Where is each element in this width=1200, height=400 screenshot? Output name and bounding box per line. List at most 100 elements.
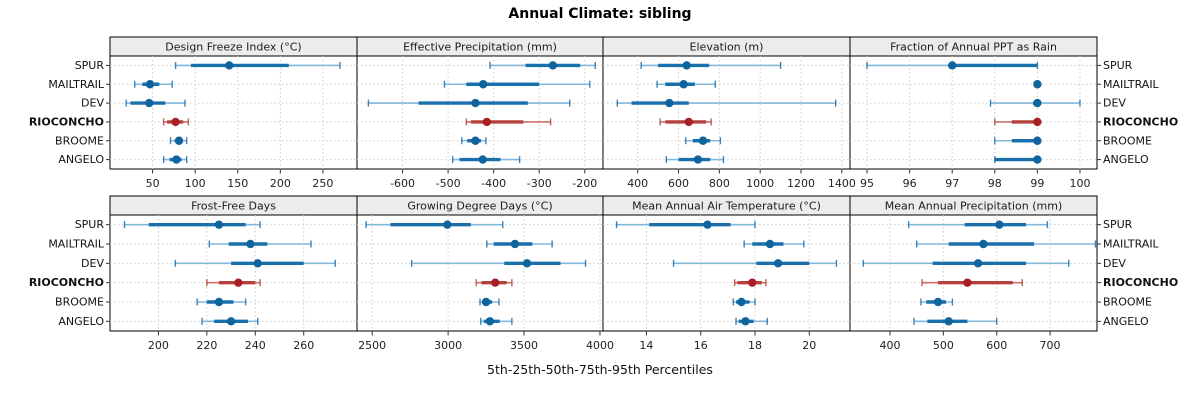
median-dot <box>246 239 255 249</box>
panel-header-title: Design Freeze Index (°C) <box>165 41 301 54</box>
row-label-right: MAILTRAIL <box>1103 78 1160 91</box>
x-tick-label: 100 <box>185 177 206 190</box>
percentile-caption: 5th-25th-50th-75th-95th Percentiles <box>487 362 713 377</box>
row-label-right: BROOME <box>1103 134 1152 147</box>
panel <box>602 214 851 332</box>
row-label-left: MAILTRAIL <box>48 78 105 91</box>
panel-header-title: Frost-Free Days <box>191 200 276 213</box>
x-tick-label: 95 <box>860 177 874 190</box>
median-dot <box>510 239 520 249</box>
x-tick-label: 18 <box>748 339 762 352</box>
x-tick-label: 96 <box>903 177 917 190</box>
median-dot <box>478 155 487 164</box>
median-dot <box>253 259 262 268</box>
median-dot <box>214 297 224 307</box>
row-label-left: ANGELO <box>58 153 104 166</box>
median-dot <box>471 98 480 108</box>
x-tick-label: 99 <box>1030 177 1044 190</box>
row-label-left: DEV <box>81 257 104 270</box>
x-tick-label: -400 <box>481 177 506 190</box>
median-dot <box>471 136 480 145</box>
median-dot <box>171 117 180 127</box>
median-dot <box>214 220 224 229</box>
x-tick-label: 1200 <box>787 177 815 190</box>
row-label-left: MAILTRAIL <box>48 238 105 251</box>
x-tick-label: 14 <box>639 339 653 352</box>
x-tick-label: 240 <box>245 339 266 352</box>
median-dot <box>679 80 688 89</box>
median-dot <box>693 155 703 164</box>
median-dot <box>933 297 943 307</box>
x-tick-label: 400 <box>880 339 901 352</box>
panel-header-title: Growing Degree Days (°C) <box>407 200 552 213</box>
median-dot <box>1033 80 1042 89</box>
row-label-left: BROOME <box>55 134 104 147</box>
panel <box>849 214 1098 332</box>
median-dot <box>522 259 532 268</box>
median-dot <box>698 136 708 145</box>
row-label-right: RIOCONCHO <box>1103 276 1178 289</box>
median-dot <box>144 98 154 108</box>
median-dot <box>1033 117 1042 127</box>
panel <box>602 55 851 170</box>
median-dot <box>773 259 783 268</box>
x-tick-label: 4000 <box>586 339 614 352</box>
x-tick-label: 400 <box>627 177 648 190</box>
median-dot <box>948 61 957 70</box>
x-tick-label: 16 <box>694 339 708 352</box>
median-dot <box>963 278 972 287</box>
median-dot <box>485 317 495 326</box>
median-dot <box>481 297 491 307</box>
panel-header-title: Elevation (m) <box>690 41 764 54</box>
x-tick-label: 260 <box>293 339 314 352</box>
median-dot <box>548 61 558 70</box>
median-dot <box>145 80 155 89</box>
x-tick-label: 3000 <box>434 339 462 352</box>
x-tick-label: 700 <box>1040 339 1061 352</box>
median-dot <box>973 259 983 268</box>
row-label-left: RIOCONCHO <box>29 276 104 289</box>
panel-header-title: Fraction of Annual PPT as Rain <box>890 41 1057 54</box>
median-dot <box>226 317 236 326</box>
row-label-left: ANGELO <box>58 315 104 328</box>
x-tick-label: 20 <box>802 339 816 352</box>
x-tick-label: 150 <box>227 177 248 190</box>
x-tick-label: 2500 <box>358 339 386 352</box>
row-label-left: RIOCONCHO <box>29 115 104 128</box>
median-dot <box>1033 155 1042 164</box>
x-tick-label: -600 <box>390 177 415 190</box>
row-label-right: RIOCONCHO <box>1103 115 1178 128</box>
x-tick-label: 600 <box>668 177 689 190</box>
row-label-left: DEV <box>81 97 104 110</box>
panel-header-title: Effective Precipitation (mm) <box>403 41 557 54</box>
row-label-right: SPUR <box>1103 59 1133 72</box>
median-dot <box>1033 98 1042 108</box>
median-dot <box>234 278 243 287</box>
median-dot <box>944 317 953 326</box>
median-dot <box>490 278 500 287</box>
x-tick-label: -500 <box>436 177 461 190</box>
panel <box>109 214 358 332</box>
median-dot <box>741 317 750 326</box>
median-dot <box>225 61 234 70</box>
x-tick-label: 200 <box>270 177 291 190</box>
median-dot <box>174 136 184 145</box>
panel-header-title: Mean Annual Air Temperature (°C) <box>632 200 821 213</box>
row-label-right: MAILTRAIL <box>1103 238 1160 251</box>
x-tick-label: 800 <box>709 177 730 190</box>
row-label-right: ANGELO <box>1103 315 1149 328</box>
row-label-right: ANGELO <box>1103 153 1149 166</box>
x-tick-label: 250 <box>312 177 333 190</box>
x-tick-label: 1400 <box>828 177 856 190</box>
x-tick-label: 600 <box>986 339 1007 352</box>
x-tick-label: 3500 <box>510 339 538 352</box>
chart-title: Annual Climate: sibling <box>508 6 692 22</box>
median-dot <box>703 220 712 229</box>
row-label-left: BROOME <box>55 296 104 309</box>
x-tick-label: 98 <box>988 177 1002 190</box>
x-tick-label: 220 <box>196 339 217 352</box>
row-label-right: DEV <box>1103 97 1126 110</box>
x-tick-label: 97 <box>945 177 959 190</box>
